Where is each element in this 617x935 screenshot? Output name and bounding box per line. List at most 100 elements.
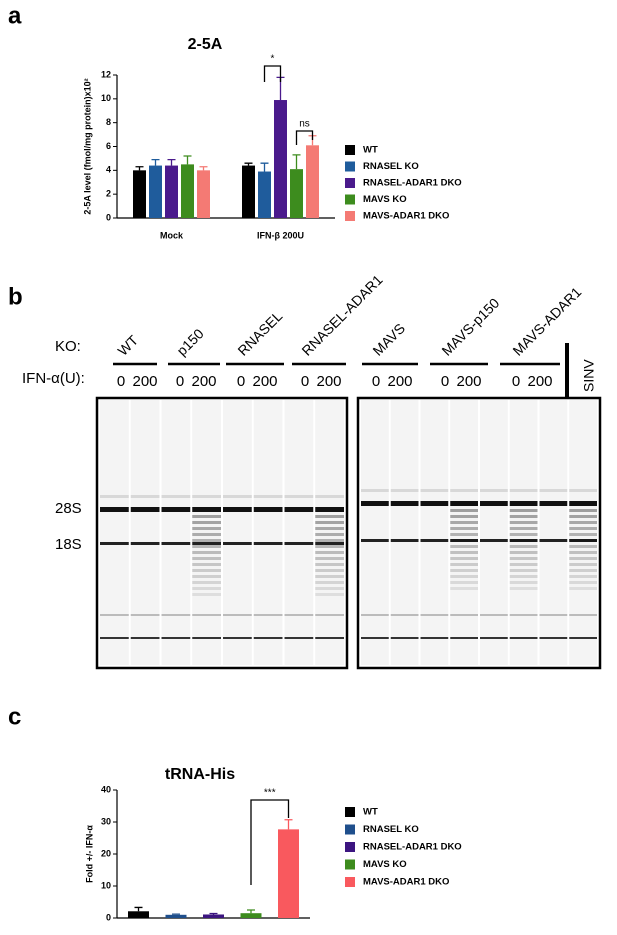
gel-band (284, 542, 314, 545)
group-label: p150 (173, 325, 206, 358)
error-bar (172, 913, 180, 915)
gel-band (390, 489, 419, 492)
legend-swatch (345, 877, 355, 887)
legend-label: WT (363, 807, 378, 818)
gel-band (192, 495, 221, 498)
legend-swatch (345, 842, 355, 852)
legend-label: MAVS-ADAR1 DKO (363, 211, 449, 222)
gel-band (569, 501, 597, 506)
gel-smear (315, 527, 344, 530)
gel-smear (315, 545, 344, 548)
y-axis-label: Fold +/- IFN-α (84, 825, 94, 883)
error-bar (260, 162, 269, 172)
y-tick-label: 0 (106, 212, 111, 222)
gel-smear (569, 527, 597, 530)
gel-band (569, 489, 597, 492)
gel-band (539, 539, 568, 542)
x-tick-label: Mock (160, 230, 184, 240)
gel-smear (569, 509, 597, 512)
gel-band (192, 614, 221, 616)
gel-lane (539, 400, 568, 665)
y-axis-label: 2-5A level (fmol/mg protein)x10² (82, 78, 92, 214)
gel-band (420, 637, 449, 639)
gel-band (130, 637, 160, 639)
gel-band (100, 637, 129, 639)
gel-band (539, 489, 568, 492)
error-bar (209, 912, 218, 915)
gel-smear (509, 527, 538, 530)
gel-band (315, 507, 344, 512)
gel-band (509, 501, 538, 506)
gel-band (539, 614, 568, 616)
gel-smear (192, 521, 221, 524)
gel-band (480, 539, 508, 542)
gel-band (161, 495, 191, 498)
gel-smear (569, 557, 597, 560)
significance-label: * (271, 54, 275, 65)
gel-lane (253, 400, 283, 665)
gel-smear (450, 581, 478, 584)
bar (278, 829, 299, 918)
gel-band (539, 637, 568, 639)
legend-label: RNASEL-ADAR1 DKO (363, 178, 462, 189)
legend-label: WT (363, 145, 378, 156)
gel-smear (315, 593, 344, 596)
error-bar (135, 166, 144, 171)
gel-band (420, 501, 449, 506)
legend-label: RNASEL-ADAR1 DKO (363, 842, 462, 853)
dose-label: 200 (316, 373, 341, 390)
gel-smear (509, 587, 538, 590)
significance-label: ns (299, 119, 310, 130)
gel-smear (192, 563, 221, 566)
gel-smear (569, 545, 597, 548)
bar (203, 914, 224, 918)
gel-smear (450, 539, 478, 542)
gel-band (569, 637, 597, 639)
gel-smear (569, 581, 597, 584)
panel-label: b (8, 283, 23, 310)
gel-band (161, 507, 191, 512)
bar (242, 165, 255, 218)
gel-smear (509, 575, 538, 578)
dose-label: 200 (527, 373, 552, 390)
gel-band (450, 539, 478, 542)
panel-label: c (8, 703, 21, 730)
gel-smear (569, 515, 597, 518)
gel-smear (192, 533, 221, 536)
gel-band (450, 637, 478, 639)
legend-swatch (345, 211, 355, 221)
gel-band (100, 542, 129, 545)
gel-smear (192, 587, 221, 590)
gel-band (509, 489, 538, 492)
gel-smear (315, 587, 344, 590)
gel-band (420, 614, 449, 616)
gel-band (253, 507, 283, 512)
chart-title: 2-5A (188, 36, 223, 53)
gel-lane (315, 400, 344, 665)
y-tick-label: 6 (106, 141, 111, 151)
legend-label: MAVS-ADAR1 DKO (363, 877, 449, 888)
error-bar (244, 162, 253, 166)
gel-smear (509, 581, 538, 584)
bar (306, 145, 319, 218)
gel-smear (509, 557, 538, 560)
gel-smear (450, 569, 478, 572)
gel-smear (569, 539, 597, 542)
group-label: WT (114, 332, 141, 359)
gel-band (192, 507, 221, 512)
gel-band (253, 637, 283, 639)
gel-lane (100, 400, 129, 665)
significance-bracket (263, 65, 282, 82)
gel-band (480, 637, 508, 639)
gel-smear (315, 515, 344, 518)
extra-lane-label: SINV (581, 359, 597, 392)
dose-label: 200 (252, 373, 277, 390)
gel-band (509, 614, 538, 616)
gel-band (253, 614, 283, 616)
group-label: RNASEL (234, 308, 285, 359)
gel-band (253, 542, 283, 545)
gel-smear (509, 563, 538, 566)
bar (274, 100, 287, 218)
x-tick-label: IFN-β 200U (257, 230, 304, 240)
group-label: MAVS-ADAR1 (509, 284, 584, 359)
